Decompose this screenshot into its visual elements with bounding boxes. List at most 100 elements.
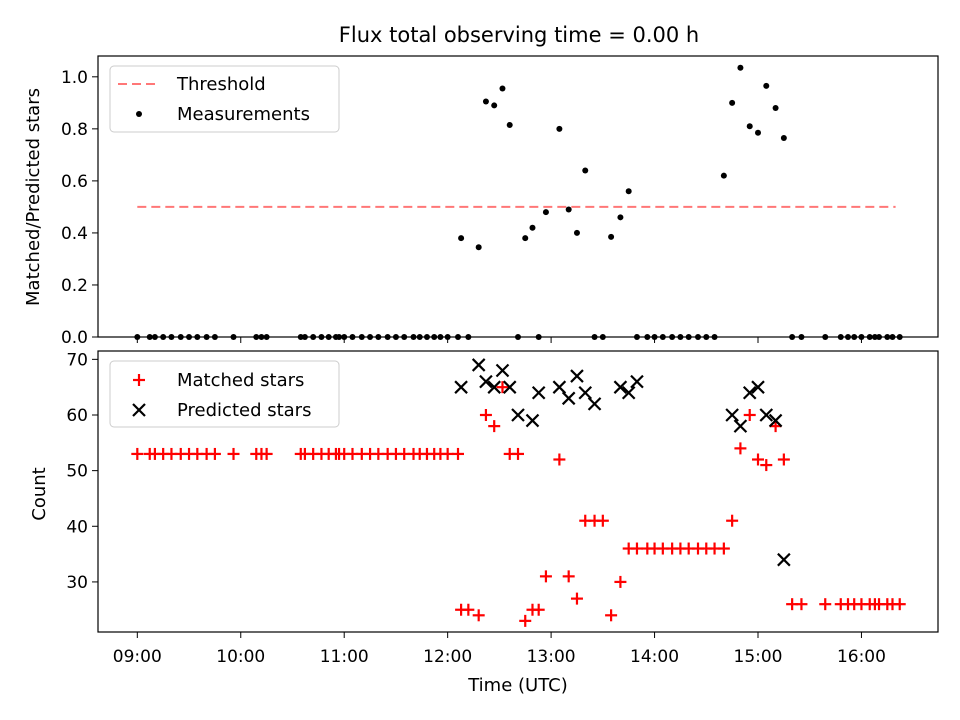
measurement-point bbox=[529, 224, 536, 231]
measurement-point bbox=[582, 167, 589, 174]
measurement-point bbox=[263, 334, 270, 340]
measurement-point bbox=[884, 334, 891, 340]
matched-star-marker bbox=[596, 514, 609, 527]
matched-star-marker bbox=[553, 453, 566, 466]
measurement-point bbox=[851, 334, 858, 340]
predicted-star-marker bbox=[502, 380, 517, 394]
bottom-x-ticks: 09:00 10:00 11:00 12:00 13:00 14:00 15:00 16:00 bbox=[113, 632, 886, 667]
predicted-star-marker bbox=[759, 408, 774, 422]
x-tick-label: 09:00 bbox=[113, 647, 162, 667]
predicted-star-marker bbox=[751, 380, 765, 394]
measurement-point bbox=[230, 334, 237, 340]
measurement-point bbox=[194, 334, 201, 340]
measurement-point bbox=[506, 121, 513, 128]
matched-star-marker bbox=[496, 381, 509, 394]
measurement-point bbox=[491, 102, 498, 109]
matched-star-marker bbox=[562, 570, 575, 583]
measurement-point bbox=[711, 334, 718, 340]
bottom-y-tick-label: 30 bbox=[66, 573, 88, 593]
bottom-y-tick-label: 60 bbox=[66, 406, 88, 426]
top-y-ticks: 0.0 0.2 0.4 0.6 0.8 1.0 bbox=[61, 68, 98, 348]
top-x-ticks bbox=[136, 337, 862, 343]
measurement-point bbox=[644, 334, 651, 340]
measurement-point bbox=[146, 334, 153, 340]
measurement-point bbox=[258, 334, 265, 340]
measurement-point bbox=[465, 334, 472, 340]
measurement-point bbox=[625, 188, 632, 195]
matched-star-marker bbox=[893, 598, 906, 611]
measurement-point bbox=[573, 229, 580, 236]
x-tick-label: 15:00 bbox=[734, 647, 783, 667]
top-panel: 0.0 0.2 0.4 0.6 0.8 1.0 Matched/Predicted sta… bbox=[23, 55, 939, 348]
predicted-star-marker bbox=[587, 397, 602, 411]
predicted-star-marker bbox=[630, 374, 644, 389]
chart-title: Flux total observing time = 0.00 h bbox=[339, 23, 699, 47]
bottom-y-ticks: 30 40 50 60 70 bbox=[66, 350, 98, 593]
predicted-star-marker bbox=[613, 380, 628, 394]
matched-star-marker bbox=[488, 420, 501, 433]
matched-star-marker bbox=[532, 603, 545, 616]
measurement-point bbox=[789, 334, 796, 340]
matched-star-marker bbox=[795, 598, 808, 611]
predicted-star-marker bbox=[621, 385, 636, 400]
matched-star-marker bbox=[614, 575, 627, 588]
measurement-point bbox=[318, 334, 325, 340]
predicted-star-marker bbox=[525, 413, 540, 428]
matched-star-marker bbox=[570, 592, 583, 605]
measurement-point bbox=[889, 334, 896, 340]
measurement-point bbox=[599, 334, 606, 340]
top-y-tick-label: 1.0 bbox=[61, 68, 88, 88]
matched-star-marker bbox=[743, 408, 756, 421]
top-y-tick-label: 0.8 bbox=[61, 120, 88, 140]
measurement-point bbox=[423, 334, 430, 340]
top-legend: Threshold Measurements bbox=[109, 65, 340, 133]
measurement-point bbox=[871, 334, 878, 340]
measurement-point bbox=[160, 334, 167, 340]
measurement-point bbox=[669, 334, 676, 340]
measurement-point bbox=[746, 123, 753, 130]
measurement-point bbox=[482, 98, 489, 105]
legend-matched-swatch bbox=[133, 374, 145, 386]
measurement-point bbox=[780, 134, 787, 141]
bottom-y-tick-label: 40 bbox=[66, 517, 88, 537]
measurement-point bbox=[659, 334, 666, 340]
measurement-point bbox=[703, 334, 710, 340]
measurement-point bbox=[720, 172, 727, 179]
predicted-star-marker bbox=[725, 408, 739, 422]
matched-star-marker bbox=[462, 603, 475, 616]
predicted-star-marker bbox=[742, 385, 757, 400]
matched-star-marker bbox=[472, 609, 485, 622]
measurement-point bbox=[556, 125, 563, 132]
measurement-point bbox=[737, 64, 744, 71]
measurement-point bbox=[617, 214, 624, 221]
measurement-point bbox=[876, 334, 883, 340]
matched-star-marker bbox=[717, 542, 730, 555]
top-y-tick-label: 0.0 bbox=[61, 328, 88, 348]
legend-threshold-label: Threshold bbox=[176, 74, 266, 95]
measurement-point bbox=[341, 334, 348, 340]
measurement-point bbox=[858, 334, 865, 340]
measurement-point bbox=[416, 334, 423, 340]
measurement-point bbox=[168, 334, 175, 340]
bottom-legend: Matched stars Predicted stars bbox=[109, 360, 340, 428]
matched-star-marker bbox=[769, 420, 782, 433]
matched-star-marker bbox=[726, 514, 739, 527]
matched-star-marker bbox=[452, 447, 464, 460]
predicted-star-marker bbox=[479, 374, 493, 389]
predicted-star-marker bbox=[487, 380, 501, 394]
measurement-point bbox=[772, 105, 779, 112]
matched-star-marker bbox=[208, 447, 221, 460]
matched-star-marker bbox=[512, 447, 524, 460]
matched-star-marker bbox=[519, 614, 532, 627]
measurement-point bbox=[896, 334, 903, 340]
legend-measurement-swatch bbox=[136, 111, 142, 117]
measurement-point bbox=[367, 334, 374, 340]
legend-measurement-label: Measurements bbox=[177, 104, 310, 125]
measurement-point bbox=[301, 334, 308, 340]
measurement-point bbox=[151, 334, 158, 340]
matched-star-marker bbox=[260, 447, 273, 460]
matched-star-marker bbox=[227, 447, 240, 460]
measurement-point bbox=[310, 334, 317, 340]
measurement-point bbox=[134, 334, 141, 340]
measurement-point bbox=[211, 334, 218, 340]
